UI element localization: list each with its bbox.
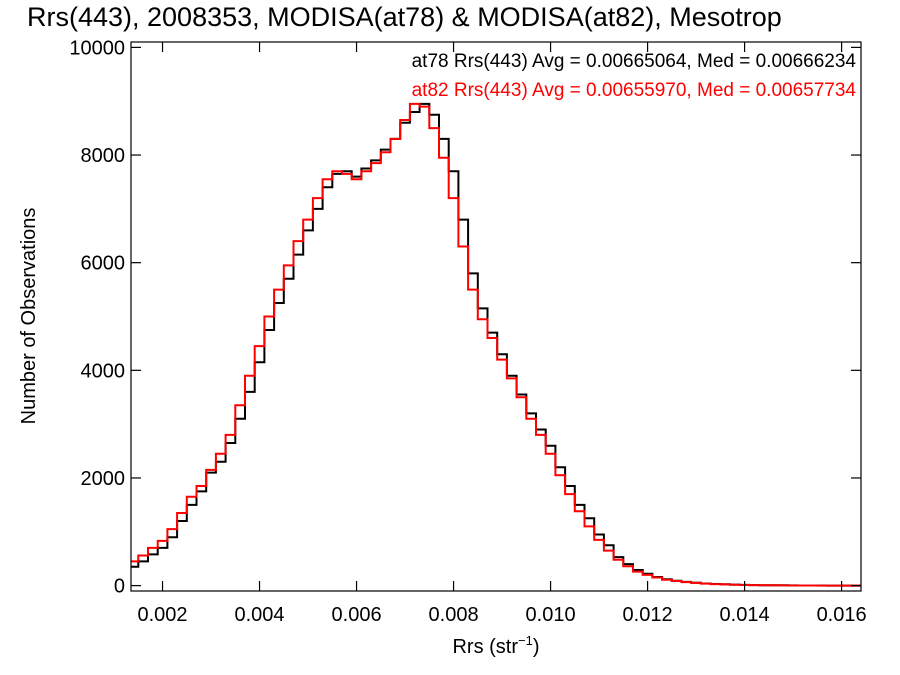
plot-frame: [130, 41, 862, 592]
y-tick-label: 10000: [69, 37, 125, 59]
plot-area: 0.002 0.004 0.006 0.008 0.010 0.012 0.014 0.016…: [69, 37, 866, 626]
x-tick-label: 0.016: [817, 604, 867, 626]
legend-entry-at78: at78 Rrs(443) Avg = 0.00665064, Med = 0.…: [412, 51, 857, 72]
x-tick-label: 0.010: [526, 604, 576, 626]
x-axis-label-superscript: −1: [518, 633, 533, 648]
y-axis-label: Number of Observations: [18, 208, 40, 425]
x-axis: 0.002 0.004 0.006 0.008 0.010 0.012 0.014 0.016: [137, 42, 867, 626]
x-tick-label: 0.008: [429, 604, 479, 626]
legend-entry-at82: at82 Rrs(443) Avg = 0.00655970, Med = 0.…: [412, 80, 857, 101]
y-tick-label: 2000: [81, 468, 126, 490]
x-tick-label: 0.006: [332, 604, 382, 626]
x-tick-label: 0.004: [235, 604, 285, 626]
x-tick-label: 0.012: [623, 604, 673, 626]
x-axis-label-main: Rrs (str: [452, 636, 518, 658]
y-axis: 0 2000 4000 6000 8000 10000: [69, 37, 861, 598]
series-line-at78: [131, 102, 861, 587]
y-tick-label: 4000: [81, 360, 126, 382]
series-line-at82: [131, 102, 861, 587]
x-axis-label: Rrs (str−1): [452, 633, 539, 658]
x-tick-label: 0.002: [137, 604, 187, 626]
x-axis-label-close: ): [533, 636, 540, 658]
y-tick-label: 8000: [81, 145, 126, 167]
legend: at78 Rrs(443) Avg = 0.00665064, Med = 0.…: [412, 51, 857, 101]
y-tick-label: 6000: [81, 253, 126, 275]
chart-title: Rrs(443), 2008353, MODISA(at78) & MODISA…: [27, 2, 782, 32]
y-tick-label: 0: [114, 576, 125, 598]
x-tick-label: 0.014: [720, 604, 770, 626]
series-layer: [131, 102, 861, 587]
